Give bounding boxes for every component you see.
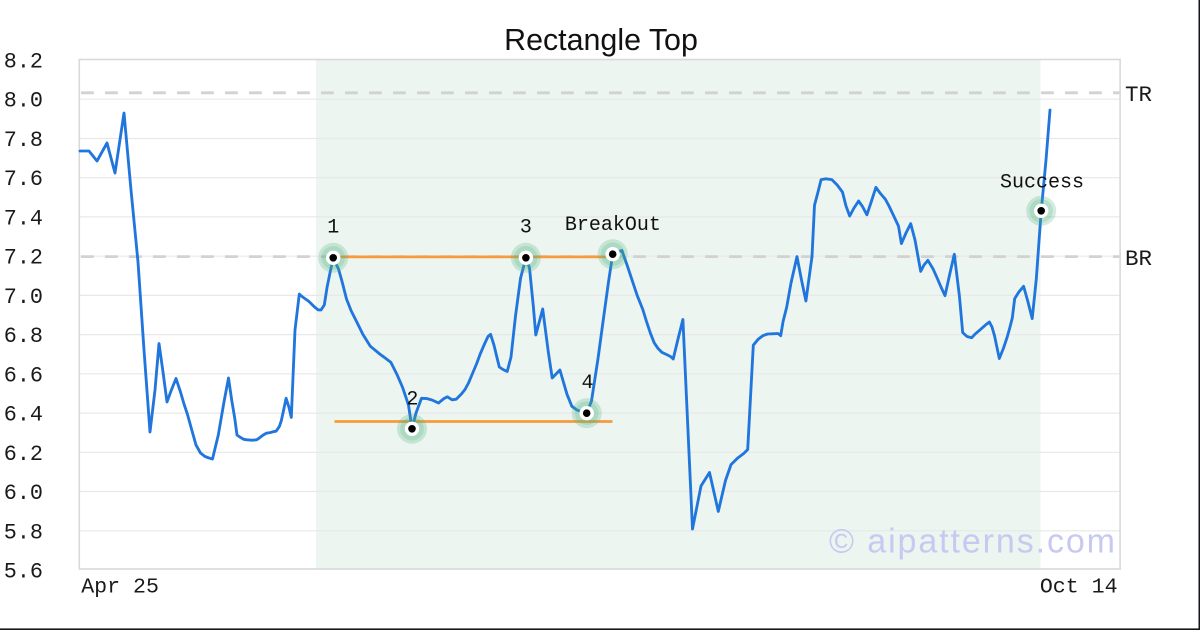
svg-text:6.2: 6.2: [4, 442, 43, 467]
svg-text:Success: Success: [1000, 172, 1084, 195]
svg-text:3: 3: [520, 217, 532, 240]
svg-text:TR: TR: [1125, 82, 1152, 108]
svg-text:5.8: 5.8: [4, 520, 43, 545]
svg-text:1: 1: [327, 217, 339, 240]
svg-text:Apr 25: Apr 25: [81, 576, 159, 600]
svg-text:6.4: 6.4: [4, 403, 43, 428]
svg-text:7.0: 7.0: [4, 285, 43, 310]
svg-text:6.8: 6.8: [4, 324, 43, 349]
svg-text:Oct 14: Oct 14: [1040, 576, 1118, 600]
svg-text:Rectangle Top: Rectangle Top: [504, 23, 698, 57]
svg-text:BreakOut: BreakOut: [565, 214, 661, 237]
svg-text:2: 2: [406, 389, 418, 412]
svg-text:8.0: 8.0: [4, 89, 43, 114]
svg-text:© aipatterns.com: © aipatterns.com: [829, 523, 1117, 561]
svg-text:7.8: 7.8: [4, 128, 43, 153]
svg-text:5.6: 5.6: [4, 560, 43, 585]
svg-text:7.2: 7.2: [4, 246, 43, 271]
svg-text:6.0: 6.0: [4, 481, 43, 506]
svg-text:BR: BR: [1125, 246, 1152, 272]
svg-text:6.6: 6.6: [4, 363, 43, 388]
svg-text:7.4: 7.4: [4, 206, 43, 231]
svg-text:8.2: 8.2: [4, 49, 43, 74]
svg-text:4: 4: [581, 372, 593, 395]
svg-text:7.6: 7.6: [4, 167, 43, 192]
